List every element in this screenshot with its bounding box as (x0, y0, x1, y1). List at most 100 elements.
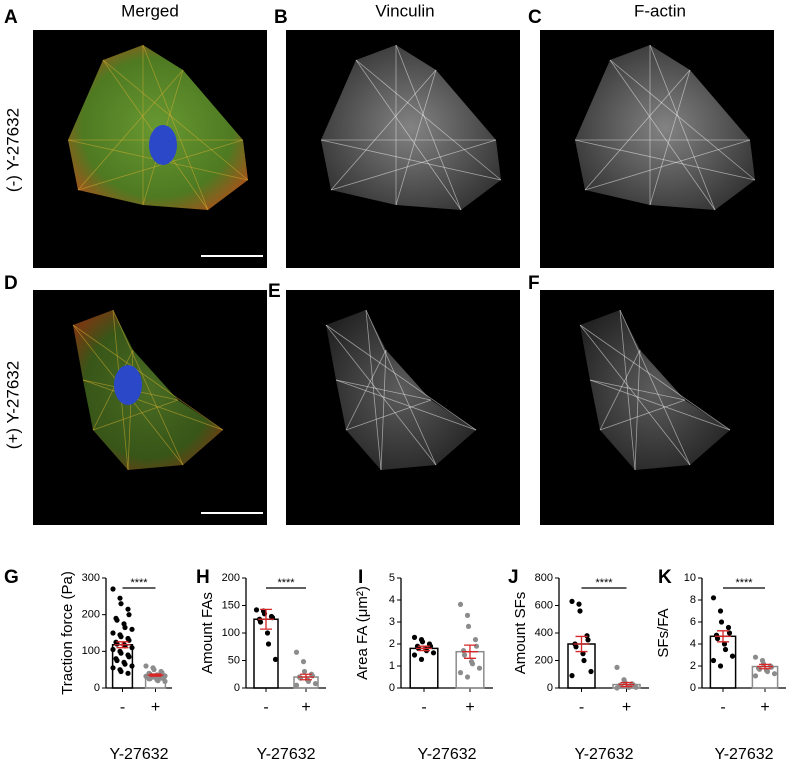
data-point (580, 651, 586, 657)
y-tick-label: 6 (690, 616, 696, 628)
cell (575, 45, 755, 210)
data-point (725, 624, 732, 631)
error-bar (114, 641, 131, 649)
data-point (118, 668, 124, 675)
data-point (722, 646, 729, 653)
data-point (125, 606, 131, 612)
data-point (125, 670, 131, 676)
cell (326, 310, 476, 470)
data-point (473, 643, 480, 649)
fiber (142, 44, 209, 211)
x-axis-label: Y-27632 (574, 746, 633, 763)
fiber (345, 349, 387, 431)
micrographs (33, 30, 774, 525)
data-point (265, 641, 272, 647)
data-point (110, 630, 116, 636)
y-tick-label: 100 (222, 627, 240, 639)
y-tick-label: 5 (389, 572, 395, 584)
data-point (301, 668, 308, 675)
fiber (325, 324, 477, 431)
x-axis-label: Y-27632 (256, 746, 315, 763)
fiber (102, 59, 249, 181)
data-point (614, 664, 620, 670)
data-point (581, 657, 587, 664)
significance-label: **** (277, 577, 295, 589)
data-point (585, 637, 591, 643)
fiber (320, 139, 502, 181)
fiber (619, 309, 636, 471)
fiber (82, 379, 224, 431)
data-point (626, 684, 632, 690)
data-point (122, 624, 128, 631)
data-point (752, 654, 759, 660)
fiber (355, 59, 462, 211)
y-tick-label: 300 (82, 572, 100, 584)
data-point (569, 673, 575, 679)
y-tick-label: 2 (690, 660, 696, 672)
y-tick-label: 100 (82, 645, 100, 657)
data-point (721, 641, 728, 647)
fiber (72, 324, 224, 431)
significance-label: **** (130, 577, 148, 589)
y-tick-label: 400 (535, 627, 553, 639)
fiber (589, 379, 686, 401)
data-point (253, 607, 260, 613)
data-point (577, 608, 583, 614)
data-point (151, 667, 157, 673)
panel-letter: K (658, 567, 672, 588)
data-point (418, 656, 425, 663)
y-tick-label: 800 (535, 572, 553, 584)
fiber (634, 349, 641, 471)
y-tick-label: 600 (535, 599, 553, 611)
data-point (457, 670, 464, 676)
fiber (584, 139, 751, 191)
y-tick-label: 2 (389, 638, 395, 650)
data-point (162, 678, 168, 685)
cell (580, 310, 730, 470)
data-point (430, 650, 437, 656)
fiber (619, 309, 691, 466)
data-point (718, 619, 725, 625)
fiber (609, 59, 716, 211)
data-point (126, 654, 132, 660)
fiber (584, 69, 691, 191)
column-title: Merged (121, 1, 179, 20)
y-tick-label: 200 (82, 609, 100, 621)
data-point (464, 612, 471, 619)
data-point (118, 650, 124, 656)
cell (73, 310, 223, 470)
data-point (257, 619, 264, 625)
y-tick-label: 3 (389, 616, 395, 628)
data-point (460, 648, 467, 654)
fiber (112, 309, 184, 466)
fiber (649, 44, 716, 211)
data-point (114, 617, 120, 623)
fiber (355, 59, 502, 181)
data-point (118, 634, 124, 640)
error-bar (258, 608, 274, 630)
cell (321, 45, 501, 210)
data-point (129, 663, 135, 669)
y-tick-label: 150 (222, 599, 240, 611)
data-point (126, 612, 132, 618)
fiber (395, 44, 462, 211)
data-point (472, 637, 479, 643)
data-point (726, 630, 733, 636)
data-point (427, 643, 434, 649)
nucleus (114, 365, 142, 405)
significance-label: **** (595, 577, 613, 589)
y-tick-label: 4 (389, 594, 395, 606)
data-point (614, 685, 620, 691)
y-axis-label: Traction force (Pa) (59, 571, 76, 695)
significance-label: **** (735, 577, 753, 589)
error-bar (462, 644, 478, 659)
fiber (365, 309, 437, 466)
fiber (395, 69, 437, 206)
panel-letter: D (4, 273, 18, 294)
y-axis-label: Area FA (μm²) (354, 586, 371, 680)
x-axis-label: Y-27632 (109, 746, 168, 763)
y-tick-label: 0 (690, 682, 696, 694)
fiber (579, 324, 731, 431)
column-title: F-actin (634, 1, 686, 20)
data-point (461, 652, 468, 658)
